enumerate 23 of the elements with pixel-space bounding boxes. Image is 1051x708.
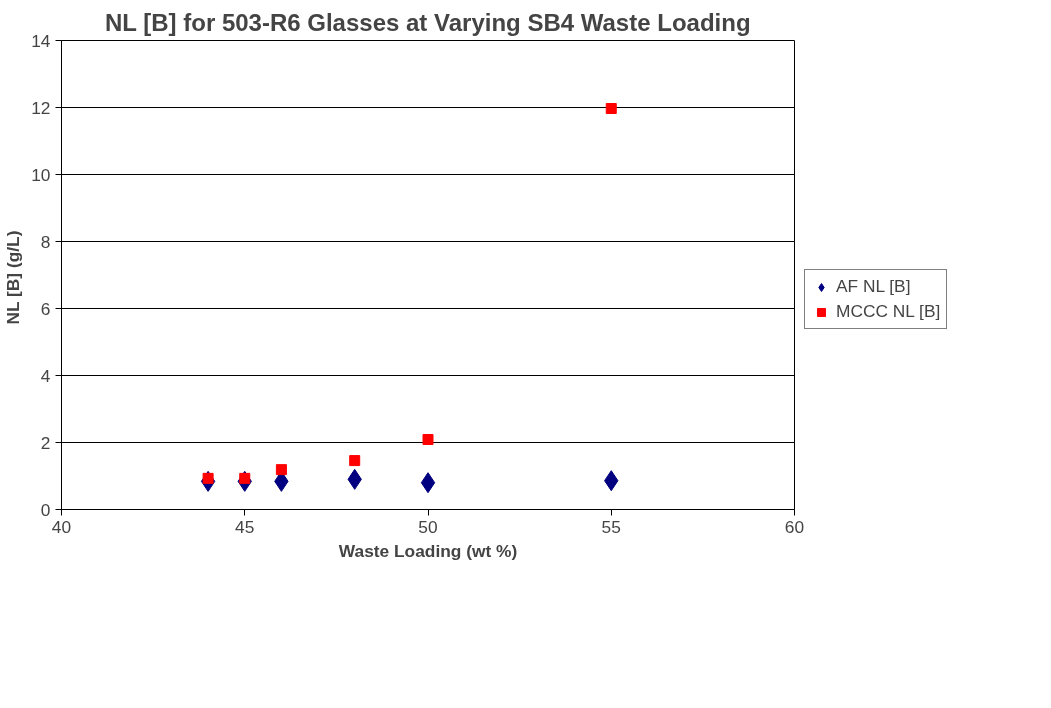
- y-axis-title: NL [B] (g/L): [3, 230, 24, 325]
- y-tick-label: 4: [40, 365, 51, 386]
- legend-label: AF NL [B]: [836, 276, 911, 297]
- x-axis-title: Waste Loading (wt %): [338, 540, 518, 561]
- legend-label: MCCC NL [B]: [836, 301, 941, 322]
- point: [422, 433, 434, 445]
- point: [349, 455, 361, 467]
- y-tick-label: 6: [40, 298, 51, 319]
- x-tick-label: 40: [51, 516, 72, 537]
- y-tick-label: 10: [31, 164, 51, 185]
- y-tick-label: 0: [40, 499, 51, 520]
- x-tick-label: 60: [784, 516, 805, 537]
- y-tick-label: 8: [40, 231, 51, 252]
- x-tick-label: 45: [235, 516, 255, 537]
- chart-title: NL [B] for 503-R6 Glasses at Varying SB4 Waste Loading: [105, 8, 751, 36]
- y-tick-label: 2: [40, 432, 51, 453]
- y-tick-label: 14: [31, 30, 51, 51]
- point: [605, 103, 617, 114]
- y-tick-label: 12: [31, 97, 51, 118]
- x-tick-label: 55: [601, 516, 621, 537]
- point: [275, 464, 287, 476]
- x-tick-label: 50: [418, 516, 438, 537]
- point: [420, 472, 436, 494]
